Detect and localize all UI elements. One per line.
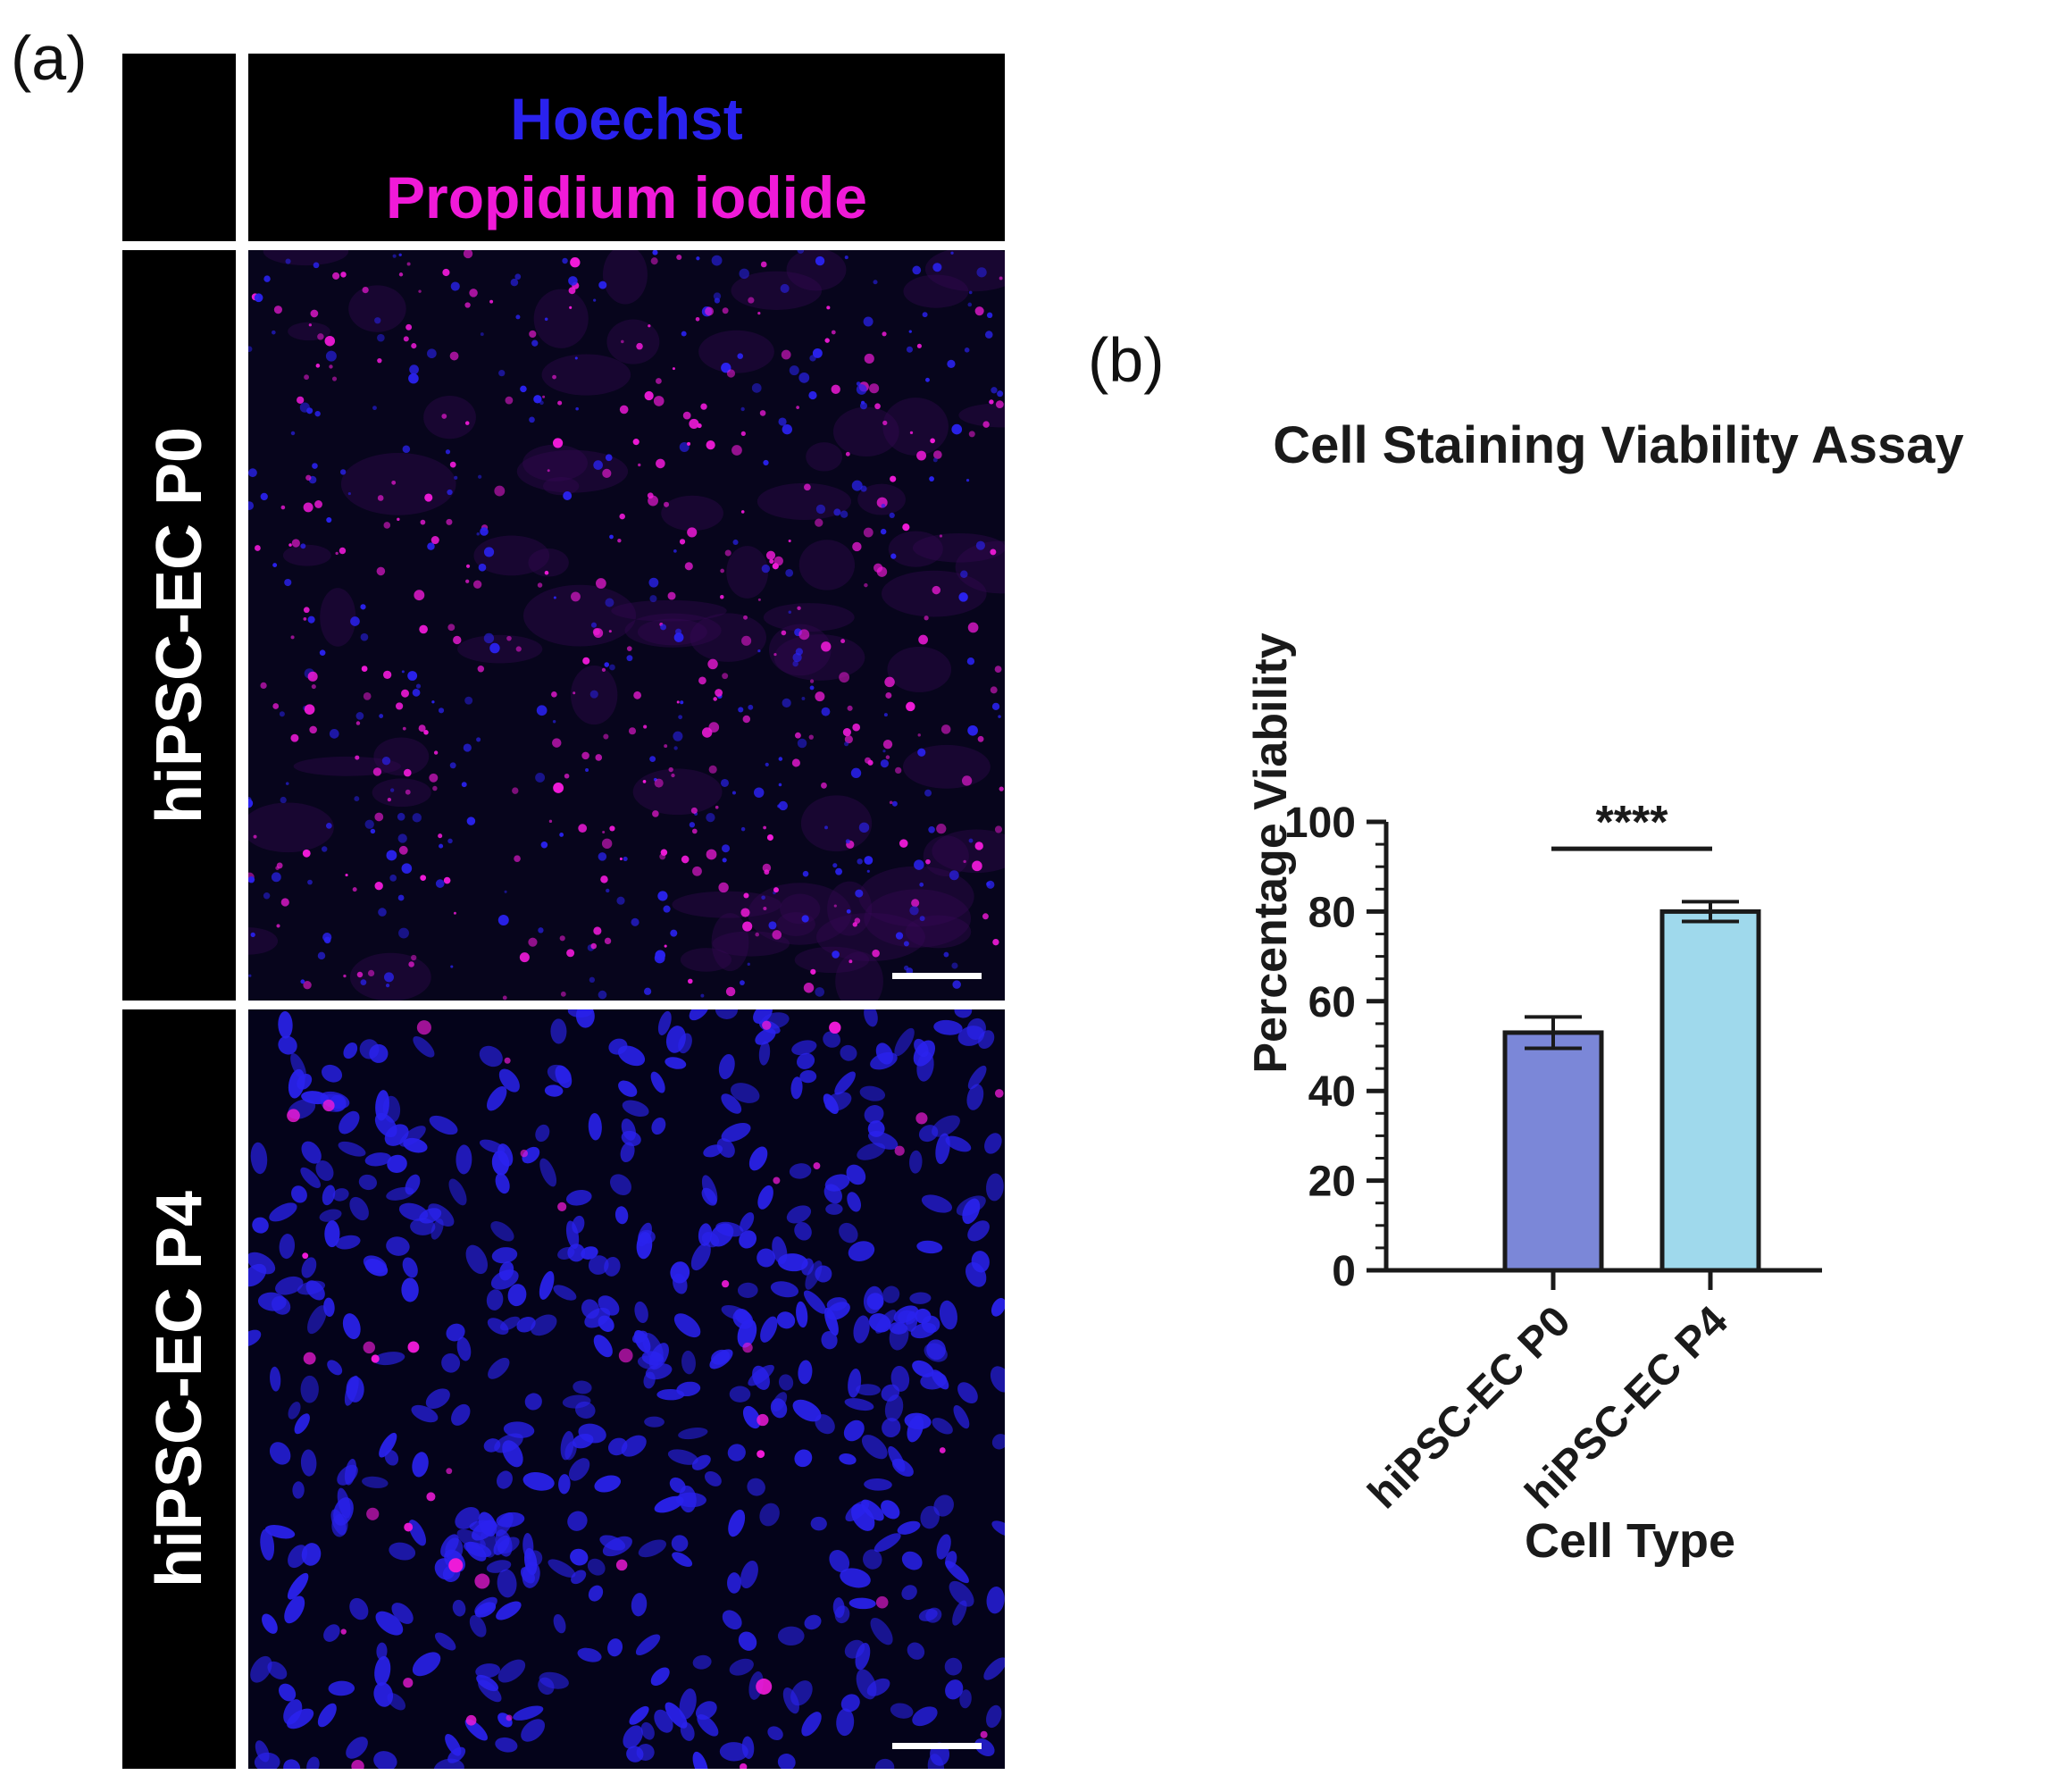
micrograph-p0-image: [248, 250, 1005, 1001]
x-axis-label: Cell Type: [1525, 1514, 1735, 1568]
micrograph-p4: [248, 1009, 1005, 1769]
micrograph-p4-image: [248, 1009, 1005, 1769]
micrograph-p0: [248, 250, 1005, 1001]
stain-label-hoechst: Hoechst: [510, 86, 743, 152]
header-corner: [122, 54, 236, 241]
row-label-p4-text: hiPSC-EC P4: [143, 1190, 215, 1588]
y-tick-label: 100: [1284, 800, 1356, 847]
y-tick-label: 40: [1308, 1068, 1356, 1116]
y-tick-label: 0: [1332, 1248, 1356, 1295]
panel-b-label: (b): [1088, 325, 1165, 395]
stain-label-propidium-iodide: Propidium iodide: [386, 164, 867, 230]
y-axis-label: Percentage Viability: [1245, 632, 1297, 1073]
chart-title: Cell Staining Viability Assay: [1273, 416, 1964, 474]
row-label-p0-text: hiPSC-EC P0: [143, 426, 215, 825]
scale-bar-p4: [892, 1743, 982, 1749]
significance-label: ****: [1596, 797, 1669, 849]
row-label-p4: hiPSC-EC P4: [122, 1009, 236, 1769]
bar: [1502, 1030, 1604, 1273]
y-tick-label: 60: [1308, 979, 1356, 1026]
stain-legend-header: Hoechst Propidium iodide: [248, 54, 1005, 241]
microscopy-panel: Hoechst Propidium iodide hiPSC-EC P0 hiP…: [122, 54, 1005, 1769]
y-tick-label: 80: [1308, 889, 1356, 936]
viability-bar-chart: Cell Staining Viability Assay 0 20 40 60 80 1…: [1245, 416, 1964, 1568]
row-label-p0: hiPSC-EC P0: [122, 250, 236, 1001]
panel-a-label: (a): [11, 23, 88, 93]
y-tick-label: 20: [1308, 1159, 1356, 1206]
bar: [1659, 909, 1761, 1273]
scale-bar-p0: [892, 973, 982, 979]
